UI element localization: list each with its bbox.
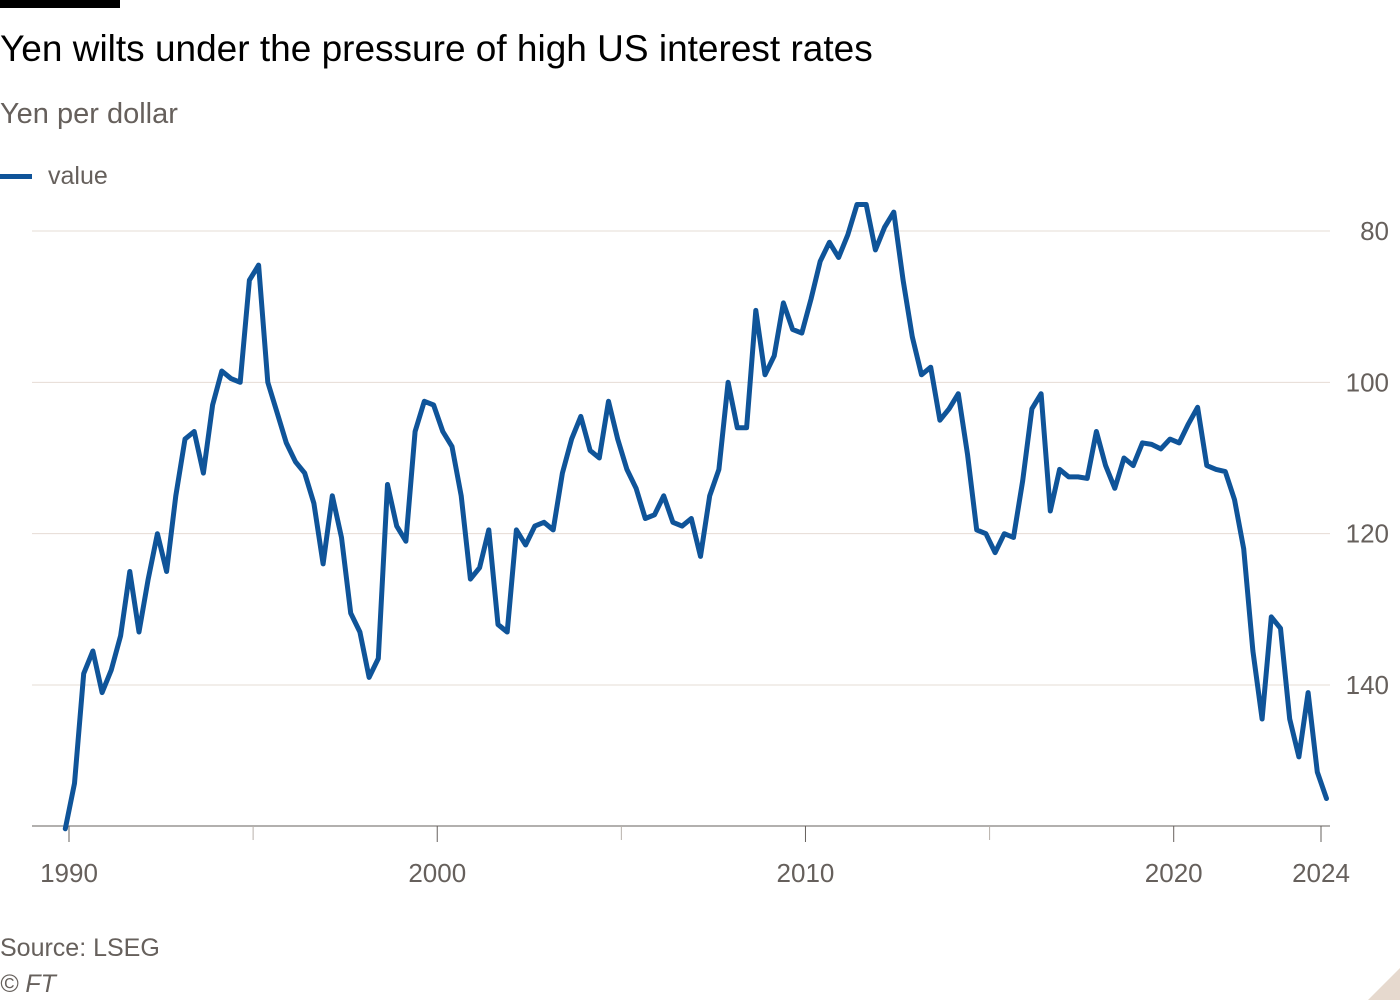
legend-swatch [0, 173, 32, 179]
x-tick-label: 2020 [1145, 858, 1203, 888]
y-tick-label: 80 [1360, 216, 1389, 246]
series-line-value [62, 202, 1329, 832]
x-tick-labels: 1990 2000 2010 2020 2024 [40, 858, 1350, 888]
legend-label: value [48, 161, 108, 190]
source-note: Source: LSEG [0, 934, 160, 962]
x-tick-label: 1990 [40, 858, 98, 888]
copyright-note: © FT [0, 970, 56, 998]
series-lines [62, 202, 1329, 832]
y-tick-label: 100 [1346, 367, 1389, 397]
y-tick-label: 120 [1346, 519, 1389, 549]
chart-title: Yen wilts under the pressure of high US … [0, 28, 873, 69]
brand-top-bar [0, 0, 120, 8]
legend: value [0, 160, 108, 192]
x-tick-label: 2024 [1292, 858, 1350, 888]
corner-mark [1368, 968, 1400, 1000]
x-tick-label: 2010 [777, 858, 835, 888]
x-axis [32, 825, 1330, 842]
x-tick-label: 2000 [408, 858, 466, 888]
chart-subtitle: Yen per dollar [0, 98, 178, 130]
y-tick-labels: 80 100 120 140 [1346, 216, 1389, 700]
gridlines [32, 230, 1330, 686]
y-tick-label: 140 [1346, 670, 1389, 700]
